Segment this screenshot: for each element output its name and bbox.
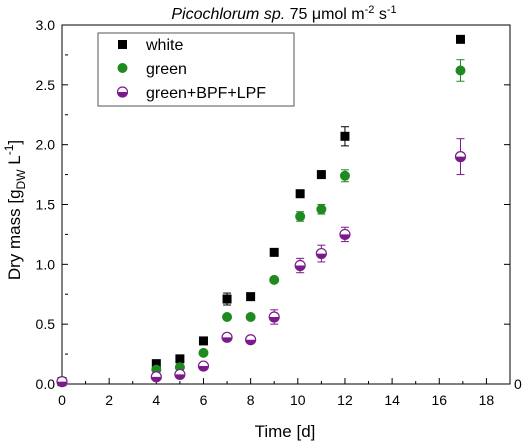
y-tick-label: 1.0 [36,256,56,272]
marker-fill [245,339,256,345]
data-point [295,189,305,199]
legend-label-white: white [145,37,183,54]
series-layer [56,34,467,388]
data-point [455,65,466,76]
marker-fill [198,366,209,372]
legend-item-white: white [118,37,183,54]
x-tick-label: 16 [431,392,447,408]
data-point [246,292,256,302]
data-point [455,34,465,44]
x-tick-label: 6 [200,392,208,408]
y-axis-label: Dry mass [gDW L-1] [2,140,28,280]
data-point [316,170,326,180]
data-point [222,294,232,304]
y-tick-label: 0.5 [36,316,56,332]
legend-label-green: green [146,61,187,78]
marker-fill [174,374,185,380]
data-point [245,334,257,346]
data-point [269,274,280,285]
right-axis-label: 0 [514,376,522,392]
y-tick-label: 1.5 [36,197,56,213]
y-tick-label: 3.0 [36,17,56,33]
data-point [198,347,209,358]
legend-marker-circle-icon [117,63,128,73]
marker-fill [222,337,233,343]
legend-box [97,32,295,107]
marker-fill [316,253,327,259]
x-ticks: 0 2 4 6 8 10 12 14 16 18 [58,378,494,408]
data-point [175,354,185,364]
x-axis-label: Time [d] [255,422,316,441]
x-tick-label: 18 [479,392,495,408]
data-point [339,170,350,181]
legend-item-green: green [117,61,187,78]
x-tick-label: 0 [58,392,66,408]
data-point [197,360,210,372]
y-tick-label: 2.0 [36,137,56,153]
legend-halfcircle-shape [116,86,129,98]
x-tick-label: 14 [384,392,400,408]
y-ticks: 0.0 0.5 1.0 1.5 2.0 2.5 3.0 [36,17,510,392]
data-point [315,247,327,260]
data-point [339,228,351,241]
marker-fill [57,381,67,387]
data-point [174,368,186,381]
data-point [222,311,233,322]
data-point [268,311,280,323]
x-tick-label: 10 [290,392,306,408]
legend: white green green+BPF+LPF [97,32,295,107]
legend-marker-halfcircle-icon [116,86,129,98]
data-point [151,359,161,369]
data-point [56,376,68,388]
legend-label-green-bpf-lpf: green+BPF+LPF [146,85,266,102]
data-point [454,151,467,163]
y-tick-label: 2.5 [36,77,56,93]
data-point [245,311,256,322]
x-tick-label: 2 [105,392,113,408]
x-tick-label: 12 [337,392,353,408]
data-point [269,247,279,257]
data-point [295,211,306,222]
marker-fill [339,234,350,240]
marker-fill [295,265,306,271]
y-tick-label: 0.0 [36,376,56,392]
legend-item-green-bpf-lpf: green+BPF+LPF [116,85,266,102]
marker-fill [151,376,162,382]
x-tick-label: 4 [152,392,160,408]
data-point [316,204,327,215]
data-point [340,131,350,141]
marker-fill [117,92,128,97]
data-point [294,259,306,272]
marker-fill [455,156,466,162]
series-green [57,59,466,387]
series-green-bpf-lpf [56,138,467,388]
data-point [221,331,233,343]
data-point [150,371,162,383]
x-tick-label: 8 [247,392,255,408]
chart-title: Picochlorum sp. 75 μmol m-2 s-1 [171,4,396,23]
marker-fill [269,316,280,322]
legend-marker-square-icon [118,40,127,49]
data-point [198,336,208,346]
